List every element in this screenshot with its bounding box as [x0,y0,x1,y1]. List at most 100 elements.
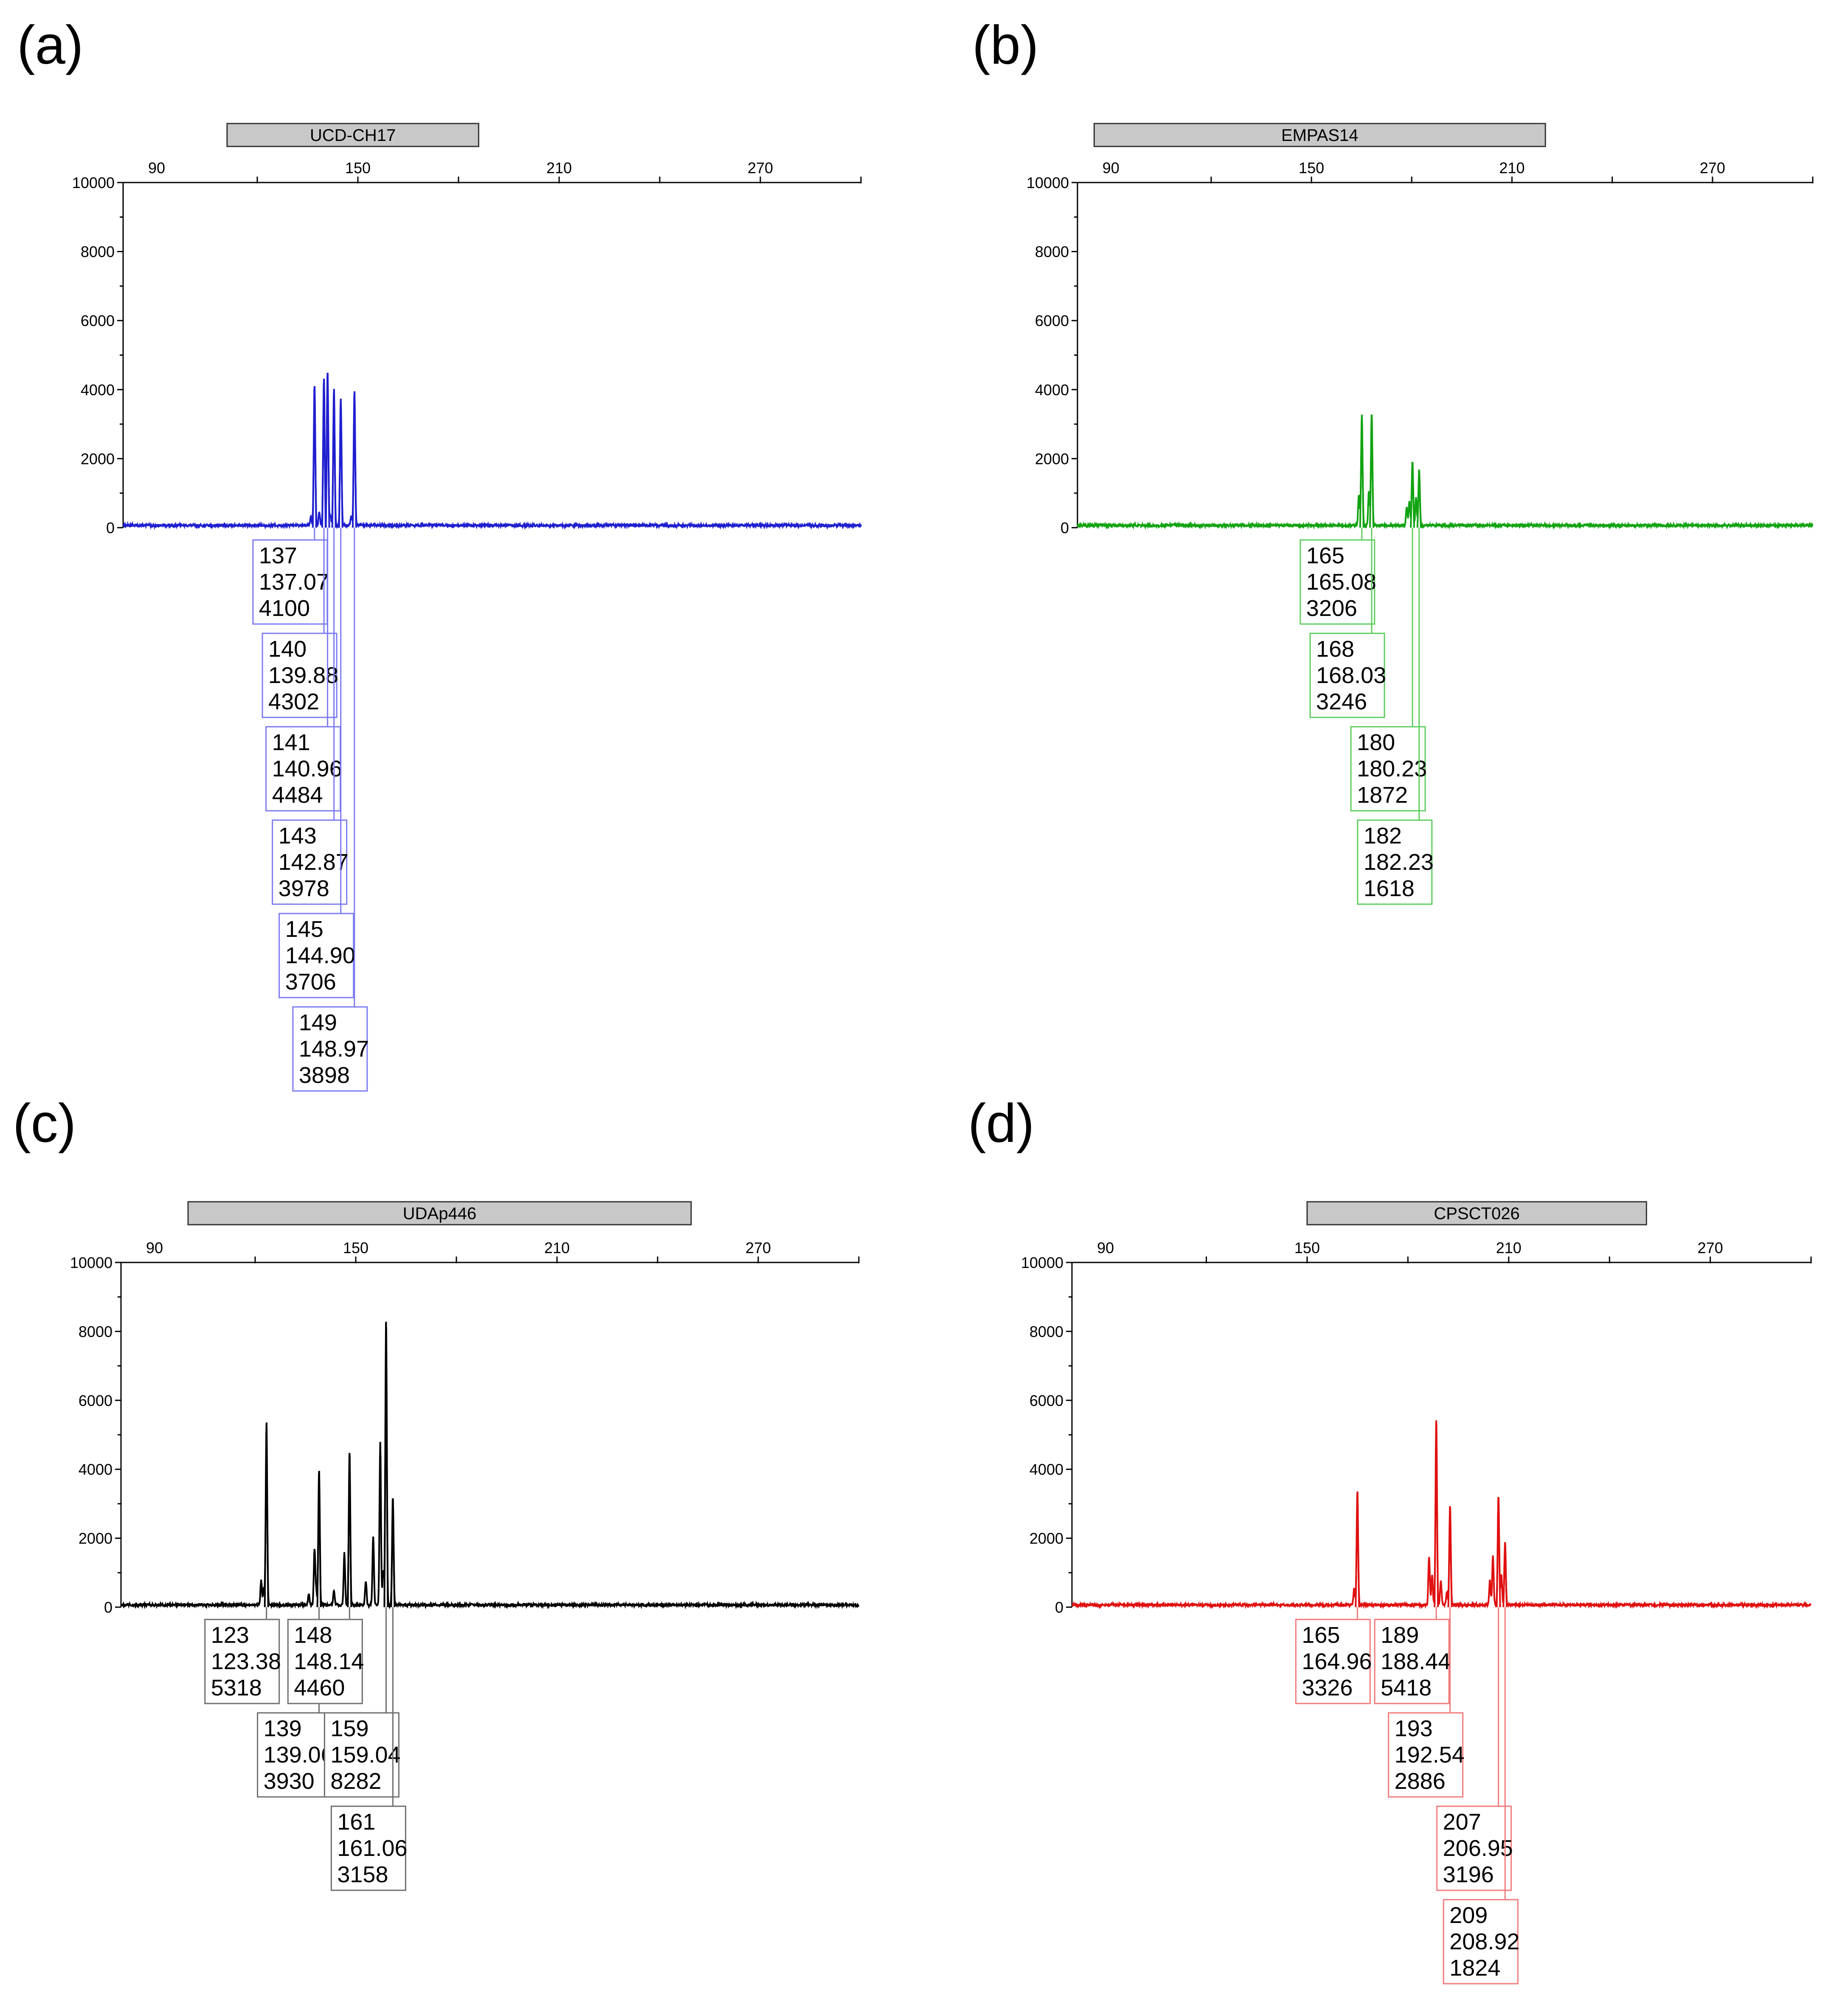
y-tick-label: 10000 [1021,1254,1063,1271]
y-tick-label: 4000 [81,381,115,399]
x-tick-label: 210 [544,1239,570,1257]
peak-allele: 165 [1306,543,1345,568]
panel-label-c: (c) [13,1093,76,1154]
peak-size: 123.38 [211,1649,281,1674]
peak-allele: 180 [1357,730,1395,755]
x-tick-label: 150 [345,159,371,177]
panel-d-plot: CPSCT026 90 150 210 270 0 2000 4000 6000 8000 1000… [1021,1201,1812,1985]
peak-allele: 139 [264,1716,302,1741]
marker-name-bar [226,123,479,147]
peak-allele: 193 [1395,1716,1433,1741]
peak-height: 4100 [259,596,310,621]
plot-panels: UCD-CH17 90 150 210 270 0 2000 4000 6000 8000 1000… [70,123,1814,1985]
peak-size: 188.44 [1381,1649,1451,1674]
y-tick-label: 0 [106,519,115,537]
peak-size: 208.92 [1449,1929,1519,1954]
y-tick-label: 10000 [1027,174,1069,191]
panel-label-b: (b) [972,15,1038,76]
x-tick-label: 150 [343,1239,368,1257]
peak-size: 161.06 [337,1836,407,1861]
peak-allele: 182 [1364,823,1402,849]
trace-line [1077,414,1814,530]
y-tick-label: 0 [1060,519,1069,537]
x-tick-label: 210 [1496,1239,1522,1257]
y-tick-label: 6000 [1035,312,1069,329]
peak-height: 3930 [264,1768,315,1794]
peak-mark [331,390,337,528]
panel-b-plot: EMPAS14 90 150 210 270 0 2000 4000 6000 8000 10000… [1027,123,1814,905]
peak-height: 4460 [294,1675,345,1701]
marker-name-label: UDAp446 [403,1204,476,1223]
marker-name-label: CPSCT026 [1434,1204,1519,1223]
peak-allele: 149 [299,1010,337,1035]
x-tick-label: 150 [1299,159,1324,177]
allele-label-box [265,726,341,812]
y-tick-label: 0 [1055,1599,1063,1616]
peak-allele: 145 [285,916,323,942]
peak-height: 3706 [285,969,336,995]
allele-label-box [1295,1619,1371,1704]
allele-label-box [278,913,354,998]
y-tick-label: 10000 [72,174,115,191]
peak-height: 2886 [1395,1768,1446,1794]
x-tick-label: 270 [745,1239,771,1257]
y-tick-label: 8000 [1035,243,1069,261]
x-tick-label: 90 [1103,159,1119,177]
peak-allele: 137 [259,543,297,568]
peak-mark [383,1321,389,1608]
peak-size: 168.03 [1316,663,1386,688]
peak-allele: 140 [268,636,307,662]
x-tick-label: 90 [146,1239,163,1257]
peak-mark [321,379,327,528]
y-tick-label: 4000 [1035,381,1069,399]
x-tick-label: 90 [148,159,165,177]
peak-mark [312,386,317,528]
peak-height: 5418 [1381,1675,1432,1701]
peak-allele: 207 [1443,1809,1481,1835]
peak-allele: 168 [1316,636,1354,662]
allele-label-box [1443,1899,1519,1985]
peak-height: 4302 [268,689,319,714]
x-tick-label: 270 [1700,159,1725,177]
peak-allele: 123 [211,1622,249,1648]
peak-height: 1824 [1449,1955,1500,1981]
allele-label-box [287,1619,363,1704]
x-tick-label: 210 [546,159,572,177]
peak-mark [1355,1492,1360,1608]
y-tick-label: 8000 [79,1323,113,1340]
peak-allele: 143 [278,823,317,849]
marker-name-bar [1093,123,1546,147]
peak-height: 3246 [1316,689,1367,714]
x-tick-label: 270 [1698,1239,1723,1257]
x-tick-label: 270 [748,159,773,177]
peak-size: 139.06 [264,1742,334,1768]
y-tick-label: 2000 [81,450,115,467]
peak-allele: 189 [1381,1622,1419,1648]
peak-size: 142.87 [278,849,349,875]
peak-size: 182.23 [1364,849,1434,875]
y-tick-label: 6000 [79,1392,113,1409]
y-tick-label: 2000 [79,1530,113,1547]
y-tick-label: 6000 [1029,1392,1063,1409]
allele-label-box [330,1805,406,1891]
peak-size: 180.23 [1357,756,1427,782]
allele-label-box [204,1619,280,1704]
marker-name-bar [1306,1201,1647,1226]
peak-mark [1496,1497,1501,1608]
panel-a-plot: UCD-CH17 90 150 210 270 0 2000 4000 6000 8000 1000… [72,123,862,1092]
peak-height: 3196 [1443,1862,1494,1887]
peak-size: 165.08 [1306,569,1376,595]
y-tick-label: 0 [104,1599,113,1616]
peak-mark [325,373,330,528]
peak-mark [1416,472,1422,528]
peak-mark [390,1498,396,1608]
trace-line [122,372,862,530]
allele-label-box [1388,1712,1464,1798]
allele-label-box [1350,726,1426,812]
peak-size: 137.07 [259,569,329,595]
peak-allele: 209 [1449,1903,1488,1928]
peak-mark [338,399,343,528]
allele-label-box [257,1712,333,1798]
y-tick-label: 10000 [70,1254,113,1271]
allele-label-box [262,633,338,718]
